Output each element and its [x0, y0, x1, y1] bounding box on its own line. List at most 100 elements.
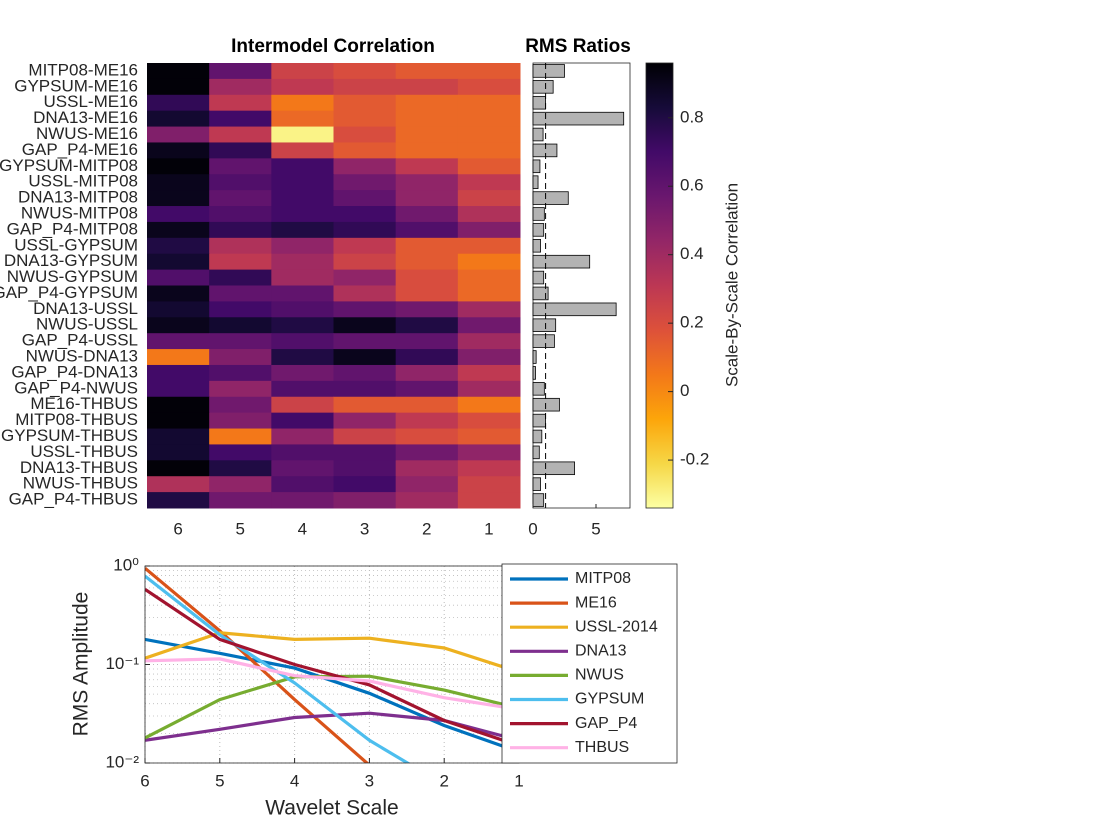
- bar: [532, 366, 536, 380]
- heatmap-cell: [209, 349, 272, 366]
- row-label: DNA13-MITP08: [18, 188, 138, 207]
- heatmap-cell: [209, 94, 272, 112]
- heatmap-cell: [395, 460, 459, 477]
- heatmap-cell: [209, 396, 272, 414]
- heatmap-cell: [395, 78, 459, 96]
- row-label: NWUS-DNA13: [26, 347, 138, 366]
- heatmap-cell: [457, 190, 521, 207]
- heatmap-cell: [147, 269, 210, 286]
- y-tick-label: 10⁰: [113, 555, 139, 574]
- row-label: NWUS-MITP08: [21, 203, 138, 222]
- bar: [532, 80, 554, 94]
- heatmap-cell: [271, 142, 334, 159]
- heatmap-cell: [147, 237, 210, 255]
- heatmap-cell: [271, 333, 334, 350]
- heatmap-cell: [271, 396, 334, 414]
- heatmap-cell: [333, 460, 397, 477]
- bar: [532, 223, 545, 237]
- heatmap-cell: [209, 364, 272, 382]
- heatmap-cell: [271, 190, 334, 207]
- heatmap-cell: [209, 317, 272, 334]
- series-line: [145, 574, 411, 763]
- row-label: GYPSUM-THBUS: [1, 426, 138, 445]
- heatmap-cell: [271, 476, 334, 493]
- heatmap-cell: [147, 142, 210, 159]
- bar: [532, 334, 555, 348]
- colorbar: [645, 62, 674, 509]
- colorbar-tick-label: 0.4: [680, 244, 704, 263]
- heatmap-cell: [271, 492, 334, 509]
- heatmap-cell: [147, 110, 210, 128]
- heatmap-cell: [209, 269, 272, 286]
- x-tick-label: 1: [514, 771, 523, 790]
- heatmap-cell: [209, 460, 272, 477]
- colorbar-tick-label: 0.8: [680, 107, 704, 126]
- bar: [532, 429, 543, 444]
- row-label: MITP08-ME16: [28, 60, 138, 79]
- heatmap-title: Intermodel Correlation: [231, 36, 435, 57]
- series-line: [145, 657, 519, 711]
- legend-label: ME16: [575, 594, 617, 611]
- bar: [532, 461, 575, 476]
- bar: [532, 270, 545, 285]
- x-tick-label: 2: [422, 519, 431, 538]
- heatmap-cell: [209, 142, 272, 159]
- heatmap-cell: [147, 94, 210, 112]
- heatmap-cell: [457, 492, 521, 509]
- heatmap-cell: [147, 63, 210, 80]
- heatmap-cell: [209, 221, 272, 239]
- heatmap-cell: [333, 396, 397, 414]
- heatmap-cell: [457, 110, 521, 128]
- heatmap-cell: [395, 349, 459, 366]
- heatmap-cell: [271, 428, 334, 445]
- legend-label: THBUS: [575, 739, 629, 756]
- heatmap-cell: [271, 174, 334, 191]
- row-label: GAP_P4-THBUS: [9, 490, 138, 509]
- heatmap-cell: [271, 412, 334, 430]
- heatmap-cell: [271, 126, 334, 143]
- heatmap-cell: [457, 460, 521, 477]
- heatmap-cell: [395, 158, 459, 175]
- x-axis-label: Wavelet Scale: [265, 797, 398, 820]
- heatmap-cell: [147, 317, 210, 334]
- legend-label: GYPSUM: [575, 691, 644, 708]
- heatmap-cell: [333, 269, 397, 286]
- heatmap-cell: [333, 364, 397, 382]
- heatmap-cell: [395, 285, 459, 302]
- heatmap-cell: [457, 206, 521, 223]
- heatmap-cell: [457, 253, 521, 271]
- heatmap-cell: [457, 412, 521, 430]
- heatmap-cell: [209, 476, 272, 493]
- x-tick-label: 6: [140, 771, 149, 790]
- heatmap-cell: [457, 237, 521, 255]
- heatmap-cell: [333, 412, 397, 430]
- row-label: NWUS-ME16: [36, 124, 138, 143]
- heatmap-cell: [209, 237, 272, 255]
- heatmap-cell: [333, 237, 397, 255]
- bar: [532, 286, 549, 301]
- row-label: GAP_P4-DNA13: [11, 362, 138, 381]
- heatmap-cell: [333, 110, 397, 128]
- heatmap-cell: [147, 428, 210, 445]
- heatmap-cell: [333, 158, 397, 175]
- bar: [532, 191, 569, 205]
- heatmap-cell: [147, 126, 210, 143]
- heatmap-cell: [147, 444, 210, 461]
- heatmap-cell: [395, 412, 459, 430]
- legend-label: NWUS: [575, 667, 624, 684]
- heatmap-cell: [271, 269, 334, 286]
- x-tick-label: 5: [591, 519, 600, 538]
- heatmap-cell: [395, 221, 459, 239]
- bar: [532, 95, 546, 110]
- heatmap-cell: [395, 444, 459, 461]
- row-label: GAP_P4-USSL: [22, 331, 138, 350]
- heatmap-cell: [271, 221, 334, 239]
- heatmap-cell: [209, 78, 272, 96]
- heatmap-cell: [333, 301, 397, 318]
- heatmap-cell: [209, 380, 272, 398]
- heatmap-cell: [457, 158, 521, 175]
- heatmap-cell: [209, 412, 272, 430]
- heatmap-cell: [147, 492, 210, 509]
- heatmap-cell: [209, 158, 272, 175]
- heatmap-cell: [395, 396, 459, 414]
